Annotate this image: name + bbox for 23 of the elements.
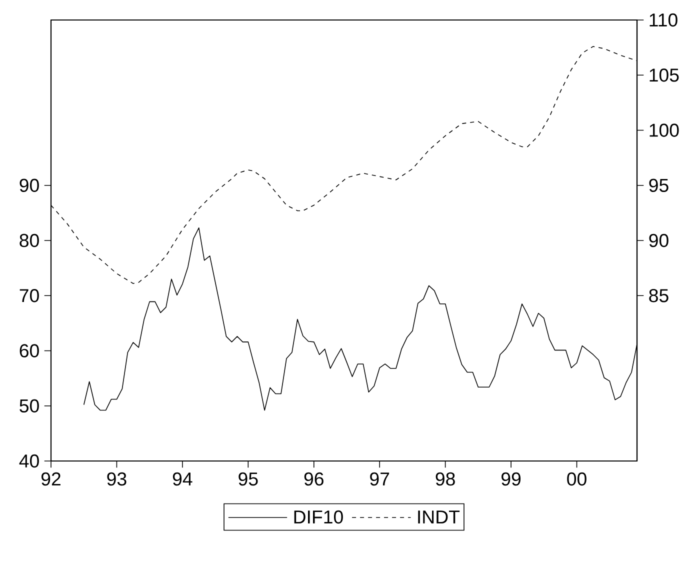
- x-tick-label: 99: [502, 472, 521, 486]
- y2-tick-label: 100: [650, 124, 679, 137]
- y2-tick-label: 85: [649, 289, 668, 302]
- legend-label: INDT: [418, 510, 460, 524]
- y2-tick-label: 95: [649, 178, 668, 192]
- y-tick-label: 50: [20, 399, 39, 412]
- y2-tick-label: 110: [650, 13, 678, 27]
- x-tick-label: 94: [172, 472, 192, 486]
- x-tick-label: 00: [567, 472, 586, 486]
- y-tick-label: 70: [20, 289, 39, 302]
- y-tick-label: 90: [20, 178, 39, 192]
- y2-tick-label: 105: [650, 68, 679, 82]
- x-tick-label: 98: [436, 472, 455, 486]
- x-tick-label: 97: [370, 472, 390, 486]
- x-tick-label: 96: [304, 472, 324, 486]
- x-tick-label: 92: [42, 472, 60, 486]
- y-tick-label: 80: [20, 234, 39, 248]
- y-tick-label: 40: [19, 454, 39, 468]
- y2-tick-label: 90: [649, 234, 668, 248]
- legend-label: DIF10: [294, 510, 343, 524]
- x-tick-label: 95: [238, 472, 258, 486]
- y-tick-label: 60: [20, 344, 39, 358]
- x-tick-label: 93: [107, 472, 126, 486]
